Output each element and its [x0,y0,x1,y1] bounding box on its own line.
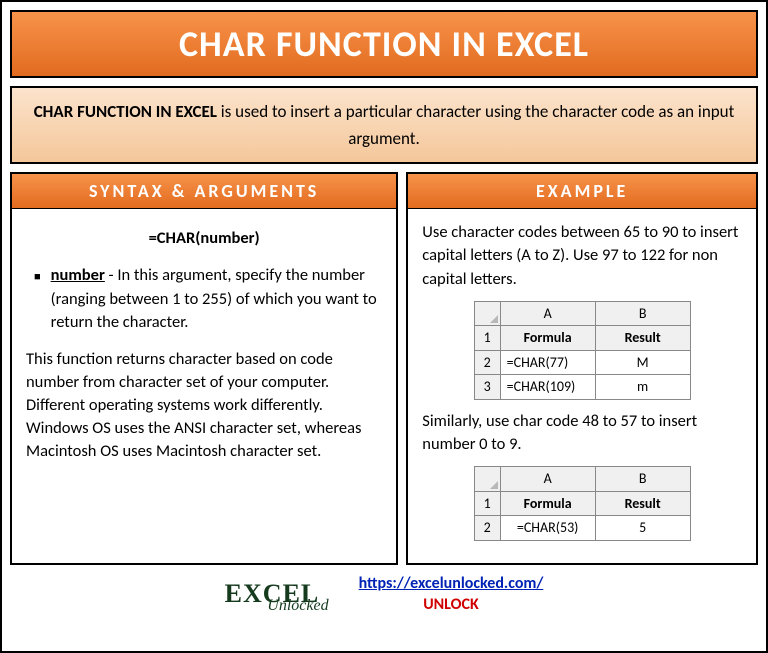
col-header-a: A [500,301,595,326]
syntax-body: =CHAR(number) ■ number - In this argumen… [12,209,396,563]
example-header: EXAMPLE [408,174,756,209]
cell: M [595,350,690,375]
syntax-header: SYNTAX & ARGUMENTS [12,174,396,209]
footer-links: https://excelunlocked.com/ UNLOCK [359,574,544,614]
logo: EXCEL Unlocked [225,573,329,615]
col-header-a: A [500,467,595,492]
cell-head: Result [595,326,690,351]
table-row: 1 Formula Result [474,491,690,516]
cell-head: Formula [500,326,595,351]
table-row: 2 =CHAR(53) 5 [474,516,690,541]
table-row: A B [474,467,690,492]
cell: =CHAR(53) [500,516,595,541]
footer-unlock: UNLOCK [359,595,544,614]
footer-url[interactable]: https://excelunlocked.com/ [359,574,544,593]
table-row: A B [474,301,690,326]
table-corner [474,301,500,326]
page-title: CHAR FUNCTION IN EXCEL [10,10,758,78]
table-row: 2 =CHAR(77) M [474,350,690,375]
row-header: 1 [474,326,500,351]
cell: m [595,375,690,400]
example-table-2: A B 1 Formula Result 2 =CHAR(53) 5 [474,466,691,541]
col-header-b: B [595,301,690,326]
example-table-1: A B 1 Formula Result 2 =CHAR(77) M 3 =CH… [474,301,691,400]
cell: =CHAR(77) [500,350,595,375]
col-header-b: B [595,467,690,492]
bullet-icon: ■ [34,269,41,333]
example-mid: Similarly, use char code 48 to 57 to ins… [422,410,742,456]
example-intro: Use character codes between 65 to 90 to … [422,221,742,290]
logo-subtext: Unlocked [267,597,328,615]
argument-bullet: ■ number - In this argument, specify the… [34,264,382,333]
syntax-paragraph: This function returns character based on… [26,348,382,463]
example-column: EXAMPLE Use character codes between 65 t… [406,172,758,565]
cell: =CHAR(109) [500,375,595,400]
columns-wrapper: SYNTAX & ARGUMENTS =CHAR(number) ■ numbe… [10,172,758,565]
cell-head: Formula [500,491,595,516]
example-body: Use character codes between 65 to 90 to … [408,209,756,563]
row-header: 3 [474,375,500,400]
table-corner [474,467,500,492]
argument-name: number [51,265,105,285]
table-row: 3 =CHAR(109) m [474,375,690,400]
row-header: 2 [474,516,500,541]
cell: 5 [595,516,690,541]
description-banner: CHAR FUNCTION IN EXCEL is used to insert… [10,86,758,164]
syntax-column: SYNTAX & ARGUMENTS =CHAR(number) ■ numbe… [10,172,398,565]
syntax-formula: =CHAR(number) [26,227,382,250]
description-text: is used to insert a particular character… [217,101,734,149]
footer: EXCEL Unlocked https://excelunlocked.com… [10,573,758,615]
table-row: 1 Formula Result [474,326,690,351]
cell-head: Result [595,491,690,516]
row-header: 2 [474,350,500,375]
description-bold: CHAR FUNCTION IN EXCEL [34,101,217,122]
argument-text: number - In this argument, specify the n… [51,264,383,333]
row-header: 1 [474,491,500,516]
